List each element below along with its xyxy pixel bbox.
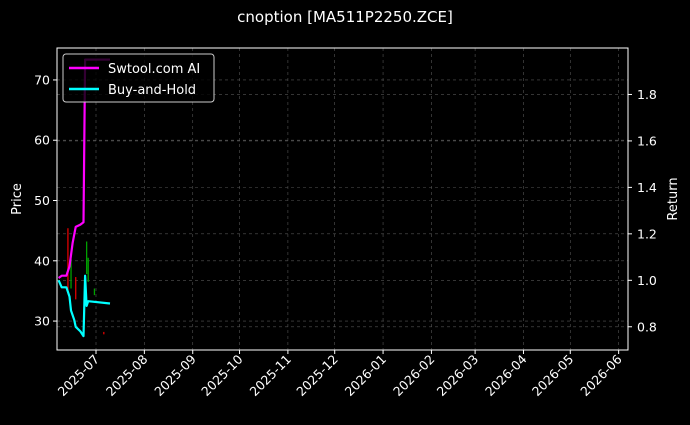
y-right-tick-label: 1.0 xyxy=(637,273,657,288)
x-tick-label: 2026-04 xyxy=(482,351,530,399)
y-right-tick-label: 1.2 xyxy=(637,226,657,241)
series-line-buy-and-hold xyxy=(57,274,111,338)
x-tick-label: 2025-11 xyxy=(246,352,294,400)
x-tick-label: 2026-05 xyxy=(529,352,577,400)
y-tick-label: 60 xyxy=(34,133,50,148)
legend-label-strategy: Swtool.com AI xyxy=(108,62,200,77)
series-line-swtool-com-ai xyxy=(57,58,110,279)
y-axis-label: Price xyxy=(10,183,25,215)
chart-title: cnoption [MA511P2250.ZCE] xyxy=(237,8,453,26)
x-tick-label: 2025-09 xyxy=(151,351,199,399)
y-right-tick-label: 1.8 xyxy=(637,87,657,102)
y-axis-right: 0.8 1.0 1.2 1.4 1.6 1.8 xyxy=(628,87,657,334)
grid xyxy=(57,48,628,350)
x-tick-label: 2025-07 xyxy=(55,352,103,400)
legend-box xyxy=(62,53,215,103)
y-right-tick-label: 1.6 xyxy=(637,133,657,148)
x-tick-label: 2025-12 xyxy=(293,352,341,400)
y-tick-label: 40 xyxy=(34,253,50,268)
y-tick-label: 30 xyxy=(34,314,50,329)
x-axis: 2025-07 2025-08 2025-09 2025-10 2025-11 2025-… xyxy=(55,350,625,399)
y-axis-left: 30 40 50 60 70 xyxy=(34,72,57,329)
x-tick-label: 2026-03 xyxy=(434,352,482,400)
plot-frame xyxy=(56,47,629,351)
x-tick-label: 2026-01 xyxy=(342,352,390,400)
legend: Swtool.com AI Buy-and-Hold xyxy=(62,53,215,103)
x-tick-label: 2026-02 xyxy=(390,352,438,400)
x-tick-label: 2026-06 xyxy=(577,351,625,399)
y-tick-label: 50 xyxy=(34,193,50,208)
series-lines xyxy=(57,58,111,338)
y-axis-right-label: Return xyxy=(666,177,681,220)
legend-label-benchmark: Buy-and-Hold xyxy=(108,83,196,98)
candles xyxy=(67,228,105,335)
y-right-tick-label: 1.4 xyxy=(637,180,657,195)
x-tick-label: 2025-10 xyxy=(198,351,246,399)
y-right-tick-label: 0.8 xyxy=(637,319,657,334)
x-tick-label: 2025-08 xyxy=(103,351,151,399)
y-tick-label: 70 xyxy=(34,72,50,87)
